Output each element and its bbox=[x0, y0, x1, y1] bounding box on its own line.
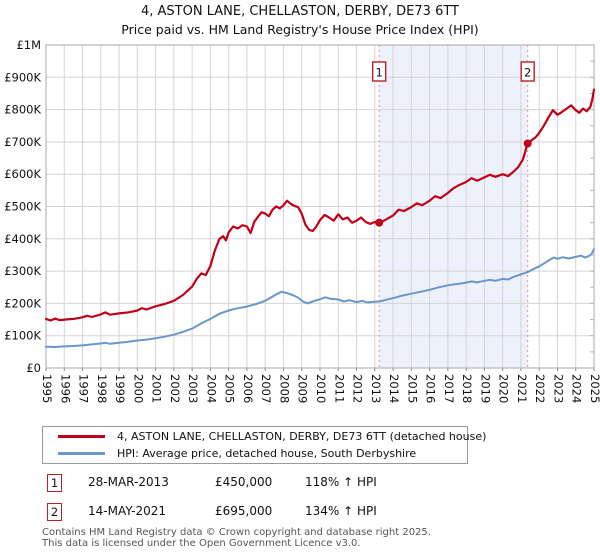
svg-text:2008: 2008 bbox=[277, 374, 291, 403]
svg-text:£900K: £900K bbox=[4, 70, 41, 84]
chart-title: 4, ASTON LANE, CHELLASTON, DERBY, DE73 6… bbox=[141, 4, 459, 19]
hpi-line-swatch bbox=[58, 452, 105, 455]
chart-legend: 4, ASTON LANE, CHELLASTON, DERBY, DE73 6… bbox=[42, 426, 486, 464]
svg-text:2020: 2020 bbox=[497, 374, 511, 403]
svg-text:2013: 2013 bbox=[369, 374, 383, 403]
svg-text:2010: 2010 bbox=[314, 374, 328, 403]
legend-hpi-label: HPI: Average price, detached house, Sout… bbox=[117, 447, 417, 460]
svg-text:2000: 2000 bbox=[131, 374, 145, 403]
svg-text:2014: 2014 bbox=[387, 374, 401, 403]
svg-text:£500K: £500K bbox=[4, 200, 41, 214]
svg-text:2004: 2004 bbox=[204, 374, 218, 403]
chart-subtitle: Price paid vs. HM Land Registry's House … bbox=[121, 22, 479, 37]
svg-text:2016: 2016 bbox=[424, 374, 438, 403]
svg-text:2015: 2015 bbox=[405, 374, 419, 403]
svg-text:2006: 2006 bbox=[241, 374, 255, 403]
x-axis-labels: 1995 1996 1997 1998 1999 2000 2001 2002 2003 2004… bbox=[40, 374, 600, 403]
svg-text:2005: 2005 bbox=[223, 374, 237, 403]
svg-text:£0: £0 bbox=[26, 361, 41, 375]
hpi-line bbox=[45, 248, 595, 348]
legend-item-property: 4, ASTON LANE, CHELLASTON, DERBY, DE73 6… bbox=[43, 430, 486, 444]
svg-text:1: 1 bbox=[376, 66, 383, 80]
svg-text:2001: 2001 bbox=[150, 374, 164, 403]
table-row: 2 14-MAY-2021 £695,000 134% ↑ HPI bbox=[47, 503, 567, 522]
svg-text:2012: 2012 bbox=[351, 374, 365, 403]
price-line bbox=[44, 88, 596, 322]
svg-text:2025: 2025 bbox=[588, 374, 600, 403]
svg-text:2: 2 bbox=[524, 66, 531, 80]
table-row: 1 28-MAR-2013 £450,000 118% ↑ HPI bbox=[47, 474, 567, 493]
svg-text:£200K: £200K bbox=[4, 296, 41, 310]
sale-hpi-comparison: 134% ↑ HPI bbox=[305, 504, 377, 518]
sale-hpi-comparison: 118% ↑ HPI bbox=[305, 475, 377, 489]
chart-header: 4, ASTON LANE, CHELLASTON, DERBY, DE73 6… bbox=[0, 3, 600, 39]
svg-text:2021: 2021 bbox=[515, 374, 529, 403]
sale-price: £695,000 bbox=[215, 504, 273, 518]
svg-text:2023: 2023 bbox=[551, 374, 565, 403]
svg-text:£1M: £1M bbox=[16, 38, 41, 52]
property-line-swatch bbox=[58, 435, 105, 438]
svg-text:£700K: £700K bbox=[4, 135, 41, 149]
svg-text:2022: 2022 bbox=[533, 374, 547, 403]
svg-text:£300K: £300K bbox=[4, 264, 41, 278]
svg-text:£400K: £400K bbox=[4, 232, 41, 246]
svg-text:1996: 1996 bbox=[58, 374, 72, 403]
svg-text:1999: 1999 bbox=[113, 374, 127, 403]
price-chart-canvas: 1 2£0£100K£200K£300K£400K£500K£600K£700K£… bbox=[4, 38, 600, 403]
svg-text:2009: 2009 bbox=[296, 374, 310, 403]
svg-text:2003: 2003 bbox=[186, 374, 200, 403]
legend-property-label: 4, ASTON LANE, CHELLASTON, DERBY, DE73 6… bbox=[117, 430, 487, 443]
svg-text:2017: 2017 bbox=[442, 374, 456, 403]
sale-marker-2: 2 bbox=[520, 61, 535, 148]
svg-text:2018: 2018 bbox=[460, 374, 474, 403]
sale-date: 28-MAR-2013 bbox=[88, 475, 169, 489]
sale-marker-badge: 2 bbox=[47, 503, 62, 521]
sale-marker-badge: 1 bbox=[47, 474, 62, 492]
svg-text:2002: 2002 bbox=[168, 374, 182, 403]
svg-text:1995: 1995 bbox=[40, 374, 54, 403]
footer-attribution: Contains HM Land Registry data © Crown c… bbox=[42, 527, 431, 549]
svg-text:2024: 2024 bbox=[570, 374, 584, 403]
svg-text:£600K: £600K bbox=[4, 167, 41, 181]
sale-date: 14-MAY-2021 bbox=[88, 504, 167, 518]
svg-text:1997: 1997 bbox=[77, 374, 91, 403]
svg-text:2011: 2011 bbox=[332, 374, 346, 403]
sale-date-lines bbox=[378, 45, 529, 368]
svg-text:£800K: £800K bbox=[4, 103, 41, 117]
svg-text:2007: 2007 bbox=[259, 374, 273, 403]
svg-text:1998: 1998 bbox=[95, 374, 109, 403]
chart-grid bbox=[45, 44, 595, 371]
sale-marker-1: 1 bbox=[371, 61, 387, 227]
svg-text:£100K: £100K bbox=[4, 329, 41, 343]
svg-text:2019: 2019 bbox=[478, 374, 492, 403]
footer-line-2: This data is licensed under the Open Gov… bbox=[42, 537, 361, 549]
sale-price: £450,000 bbox=[215, 475, 273, 489]
legend-item-hpi: HPI: Average price, detached house, Sout… bbox=[43, 447, 467, 461]
footer-line-1: Contains HM Land Registry data © Crown c… bbox=[42, 527, 431, 538]
y-axis-labels: £0 £100K £200K £300K £400K £500K £600K £700K £80… bbox=[4, 38, 41, 375]
